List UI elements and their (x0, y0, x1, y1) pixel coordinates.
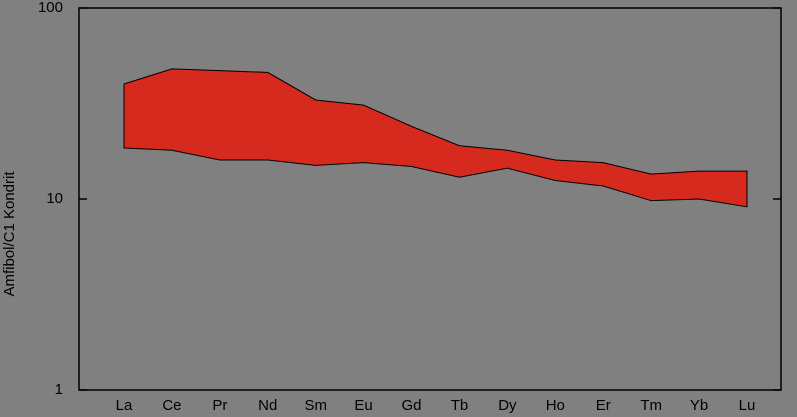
x-tick-label: Ho (546, 397, 565, 414)
y-axis-label: Amfibol/C1 Kondrit (1, 171, 18, 297)
y-tick-label: 100 (38, 0, 63, 16)
x-tick-label: Lu (739, 397, 756, 414)
x-tick-label: Dy (498, 397, 517, 414)
x-tick-label: Ce (162, 397, 181, 414)
x-tick-label: Nd (258, 397, 277, 414)
x-tick-label: Tb (451, 397, 469, 414)
x-tick-label: Pr (212, 397, 227, 414)
x-tick-label: Er (596, 397, 611, 414)
x-tick-label: La (116, 397, 133, 414)
x-tick-label: Gd (402, 397, 422, 414)
x-tick-label: Yb (690, 397, 708, 414)
x-tick-label: Tm (640, 397, 662, 414)
range-band (123, 68, 748, 208)
y-tick-label: 10 (46, 190, 63, 207)
x-tick-label: Sm (304, 397, 327, 414)
x-tick-label: Eu (354, 397, 372, 414)
y-tick-label: 1 (55, 381, 63, 398)
